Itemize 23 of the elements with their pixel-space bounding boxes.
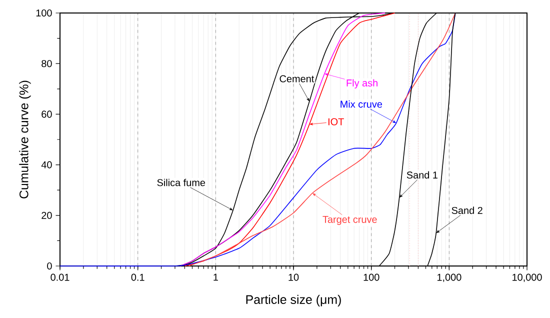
legend-label: Target cruve <box>322 216 377 225</box>
series-label: IOT <box>328 118 344 126</box>
y-tick-label: 20 <box>42 212 52 219</box>
series-label: Sand 2 <box>452 206 482 214</box>
y-tick-label: 40 <box>41 161 52 168</box>
series-label: Cement <box>280 75 314 82</box>
y-tick-label: 0 <box>47 262 52 270</box>
x-tick-label: 10,000 <box>512 274 542 282</box>
series-label: Mix cruve <box>340 100 382 108</box>
x-tick-label: 0.1 <box>131 274 144 281</box>
text: Fly ash <box>346 79 378 88</box>
series-label: Sand 1 <box>406 171 438 179</box>
x-axis-title: Particle size (μm) <box>246 294 341 306</box>
x-tick-label: 100 <box>364 274 380 281</box>
x-tick-label: 1,000 <box>437 274 462 282</box>
text: Silica fume <box>157 178 206 186</box>
y-tick-label: 80 <box>42 60 52 68</box>
y-tick-label: 100 <box>36 9 52 17</box>
x-tick-label: 1 <box>214 274 218 281</box>
y-axis-title: Cumulative curve (%) <box>19 80 31 198</box>
x-tick-label: 10 <box>288 274 299 281</box>
y-tick-label: 60 <box>42 110 52 118</box>
x-tick-label: 0.01 <box>50 274 70 281</box>
